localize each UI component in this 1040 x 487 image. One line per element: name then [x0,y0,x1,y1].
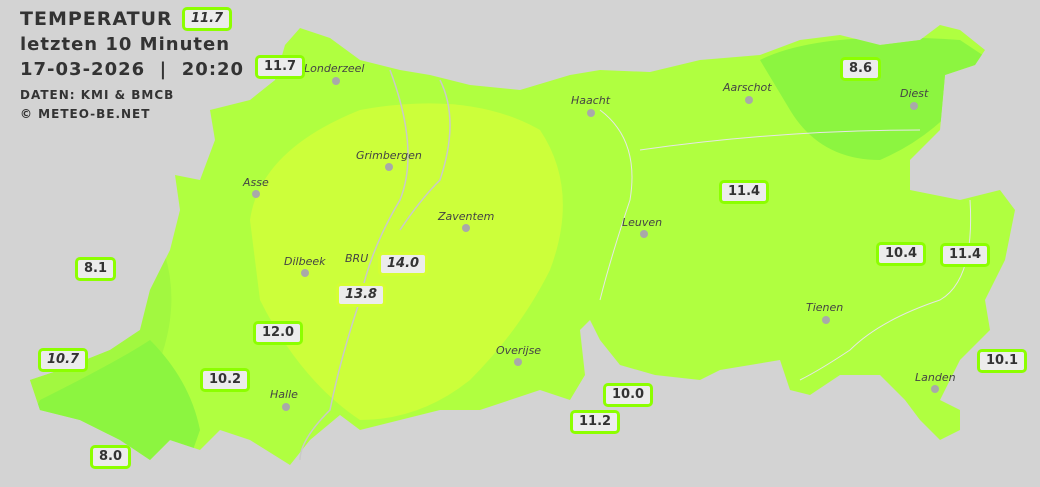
city-dot [514,358,522,366]
map-title: TEMPERATUR [20,8,173,30]
city-label: Aarschot [723,81,772,94]
city-label: Dilbeek [284,255,326,268]
station-temp[interactable]: 10.0 [603,383,654,407]
canal-line [399,79,451,231]
city-dot [332,77,340,85]
city-label: Halle [270,388,298,401]
station-temp[interactable]: 8.1 [75,257,117,281]
boundary-line [599,109,633,301]
city-label: Tienen [806,301,844,314]
city-label: Zaventem [438,210,495,223]
map-datetime: 17-03-2026 | 20:20 [20,59,245,80]
boundary-line [639,129,921,151]
city-dot [301,269,309,277]
station-temp[interactable]: 10.7 [38,348,89,372]
station-temp[interactable]: 11.2 [570,410,621,434]
city-dot [282,403,290,411]
city-dot [910,102,918,110]
city-label: Landen [915,371,956,384]
station-temp[interactable]: 14.0 [378,252,429,276]
city-label: Grimbergen [356,149,422,162]
station-temp[interactable]: 8.6 [840,57,882,81]
city-dot [462,224,470,232]
city-label: Overijse [496,344,542,357]
station-temp[interactable]: 13.8 [336,283,387,307]
station-temp[interactable]: 8.0 [90,445,132,469]
station-temp[interactable]: 10.2 [200,368,251,392]
copyright: © METEO-BE.NET [20,107,151,121]
data-source: DATEN: KMI & BMCB [20,88,175,102]
city-label: Londerzeel [304,62,365,75]
station-temp[interactable]: 11.7 [255,55,306,79]
city-label: Haacht [571,94,611,107]
station-temp[interactable]: 11.7 [182,7,233,31]
city-dot [252,190,260,198]
city-dot [587,109,595,117]
city-dot [745,96,753,104]
station-temp[interactable]: 11.4 [940,243,991,267]
station-temp[interactable]: 10.4 [876,242,927,266]
city-dot [385,163,393,171]
city-label: BRU [345,252,369,265]
city-dot [931,385,939,393]
city-label: Asse [243,176,269,189]
map-subtitle: letzten 10 Minuten [20,34,231,55]
city-dot [822,316,830,324]
station-temp[interactable]: 12.0 [253,321,304,345]
city-label: Diest [900,87,929,100]
city-dot [640,230,648,238]
city-label: Leuven [622,216,663,229]
station-temp[interactable]: 10.1 [977,349,1028,373]
station-temp[interactable]: 11.4 [719,180,770,204]
